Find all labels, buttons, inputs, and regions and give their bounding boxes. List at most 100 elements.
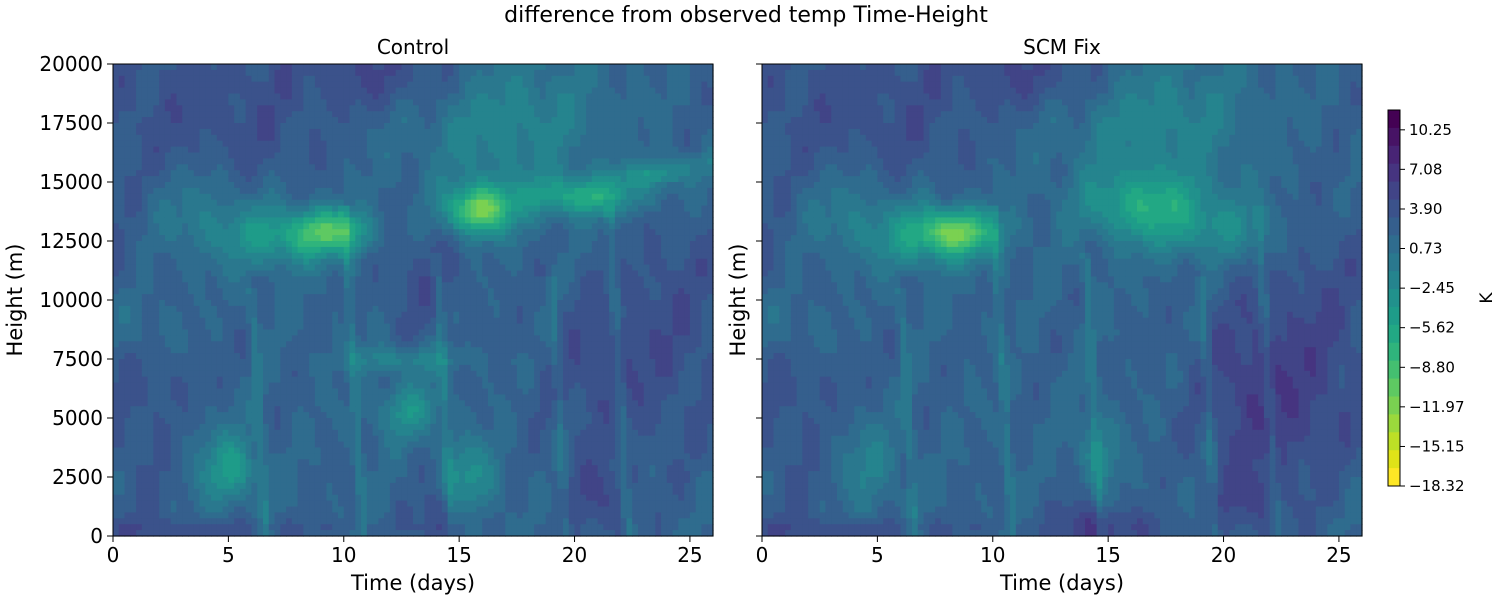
heatmap-cell	[326, 394, 333, 401]
heatmap-cell	[459, 87, 466, 95]
heatmap-cell	[118, 353, 126, 360]
heatmap-cell	[222, 382, 229, 390]
heatmap-cell	[257, 111, 264, 118]
heatmap-cell	[401, 465, 408, 472]
heatmap-cell	[332, 229, 339, 236]
heatmap-cell	[251, 329, 258, 336]
heatmap-cell	[280, 128, 287, 136]
heatmap-cell	[205, 323, 212, 331]
heatmap-cell	[470, 170, 478, 177]
heatmap-cell	[159, 270, 166, 277]
heatmap-cell	[418, 423, 426, 431]
heatmap-cell	[361, 412, 368, 419]
heatmap-cell	[430, 317, 437, 325]
heatmap-cell	[361, 123, 368, 130]
heatmap-cell	[464, 300, 472, 307]
heatmap-cell	[113, 134, 120, 142]
heatmap-cell	[424, 429, 431, 437]
heatmap-cell	[193, 418, 201, 425]
heatmap-cell	[170, 81, 178, 89]
heatmap-cell	[372, 471, 379, 478]
heatmap-cell	[199, 235, 206, 242]
heatmap-cell	[268, 317, 276, 325]
heatmap-cell	[164, 176, 172, 183]
heatmap-cell	[280, 140, 287, 148]
heatmap-cell	[441, 418, 449, 425]
heatmap-cell	[193, 323, 201, 331]
heatmap-cell	[314, 270, 322, 277]
heatmap-cell	[430, 518, 437, 525]
heatmap-cell	[413, 388, 420, 395]
heatmap-cell	[130, 199, 137, 207]
heatmap-cell	[459, 394, 466, 401]
heatmap-cell	[182, 176, 189, 183]
heatmap-cell	[228, 117, 235, 124]
heatmap-cell	[257, 123, 264, 130]
heatmap-cell	[459, 270, 466, 277]
heatmap-cell	[245, 111, 253, 118]
heatmap-cell	[263, 465, 270, 472]
heatmap-cell	[343, 524, 351, 531]
heatmap-cell	[159, 418, 166, 425]
heatmap-cell	[309, 305, 316, 313]
heatmap-cell	[164, 406, 172, 413]
heatmap-cell	[459, 276, 466, 283]
heatmap-cell	[222, 258, 229, 266]
heatmap-cell	[199, 199, 206, 207]
heatmap-cell	[418, 288, 426, 295]
heatmap-cell	[188, 406, 195, 413]
heatmap-cell	[436, 400, 443, 407]
heatmap-cell	[147, 187, 154, 195]
heatmap-cell	[251, 282, 258, 289]
heatmap-cell	[303, 329, 310, 336]
heatmap-cell	[141, 294, 149, 301]
heatmap-cell	[164, 258, 172, 266]
heatmap-cell	[343, 288, 351, 295]
heatmap-cell	[216, 530, 224, 537]
heatmap-cell	[188, 164, 195, 171]
heatmap-cell	[407, 512, 414, 519]
heatmap-cell	[216, 506, 224, 513]
heatmap-cell	[188, 294, 195, 301]
heatmap-cell	[211, 282, 218, 289]
heatmap-cell	[343, 164, 351, 171]
heatmap-cell	[216, 429, 224, 437]
heatmap-cell	[274, 276, 281, 283]
heatmap-cell	[188, 140, 195, 148]
heatmap-cell	[430, 376, 437, 384]
heatmap-cell	[153, 270, 160, 277]
heatmap-cell	[159, 447, 166, 454]
heatmap-cell	[447, 500, 454, 508]
heatmap-cell	[447, 75, 454, 83]
heatmap-cell	[418, 158, 426, 165]
heatmap-cell	[366, 81, 374, 89]
heatmap-cell	[216, 205, 224, 213]
heatmap-cell	[113, 270, 120, 277]
heatmap-cell	[257, 294, 264, 301]
heatmap-cell	[141, 252, 149, 260]
heatmap-cell	[245, 329, 253, 336]
heatmap-cell	[309, 524, 316, 531]
heatmap-cell	[222, 223, 229, 230]
heatmap-cell	[453, 258, 460, 266]
heatmap-cell	[124, 364, 131, 372]
heatmap-cell	[320, 341, 328, 348]
heatmap-cell	[401, 99, 408, 106]
heatmap-cell	[113, 199, 120, 207]
heatmap-cell	[297, 134, 304, 142]
heatmap-cell	[188, 412, 195, 419]
heatmap-cell	[453, 317, 460, 325]
heatmap-cell	[378, 75, 385, 83]
heatmap-cell	[303, 300, 310, 307]
heatmap-cell	[251, 305, 258, 313]
heatmap-cell	[395, 81, 403, 89]
heatmap-cell	[251, 370, 258, 378]
heatmap-cell	[314, 146, 322, 154]
heatmap-cell	[280, 494, 287, 502]
heatmap-cell	[130, 87, 137, 95]
heatmap-cell	[309, 300, 316, 307]
heatmap-cell	[124, 246, 131, 254]
heatmap-cell	[372, 223, 379, 230]
heatmap-cell	[389, 69, 397, 77]
heatmap-cell	[384, 229, 391, 236]
